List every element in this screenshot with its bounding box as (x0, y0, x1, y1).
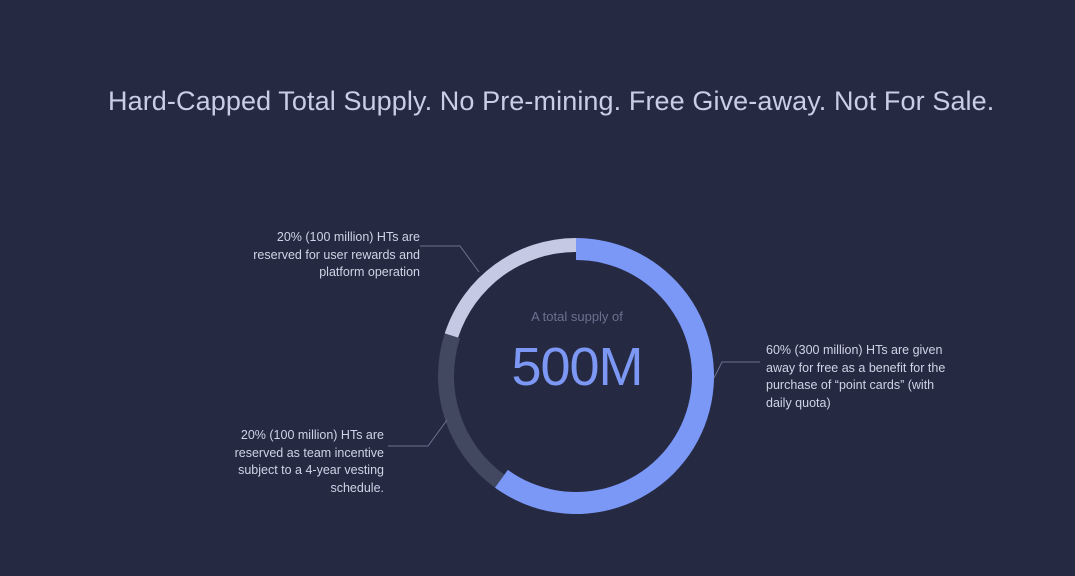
callout-line: schedule. (330, 480, 384, 495)
donut-slices (438, 238, 714, 514)
callout-line: reserved as team incentive (234, 445, 384, 460)
callout-line: reserved for user rewards and (253, 247, 420, 262)
callout-line: 60% (300 million) HTs are given (766, 343, 943, 357)
callout-user-rewards: 20% (100 million) HTs are reserved for u… (220, 229, 420, 282)
callout-leader-lines (388, 245, 760, 447)
callout-line: 20% (100 million) HTs are (240, 428, 384, 442)
center-total-value: 500M (511, 337, 643, 397)
leader-team-incentive (388, 419, 448, 447)
slice-team-incentive (438, 333, 505, 488)
callout-line: platform operation (319, 265, 420, 279)
leader-user-rewards (420, 245, 480, 273)
center-label: A total supply of (531, 309, 623, 324)
slice-user-rewards (444, 238, 576, 338)
slice-point-cards (494, 238, 714, 514)
callout-team-incentive: 20% (100 million) HTs are reserved as te… (184, 427, 384, 497)
callout-line: away for free as a benefit for the (766, 360, 946, 375)
page-headline: Hard-Capped Total Supply. No Pre-mining.… (108, 86, 995, 116)
callout-line: daily quota) (766, 395, 831, 410)
leader-point-cards (713, 361, 760, 379)
callout-point-cards: 60% (300 million) HTs are given away for… (766, 342, 1006, 412)
callout-line: 20% (100 million) HTs are (276, 230, 420, 244)
callout-line: subject to a 4-year vesting (238, 463, 384, 477)
callout-line: purchase of “point cards” (with (766, 378, 935, 392)
